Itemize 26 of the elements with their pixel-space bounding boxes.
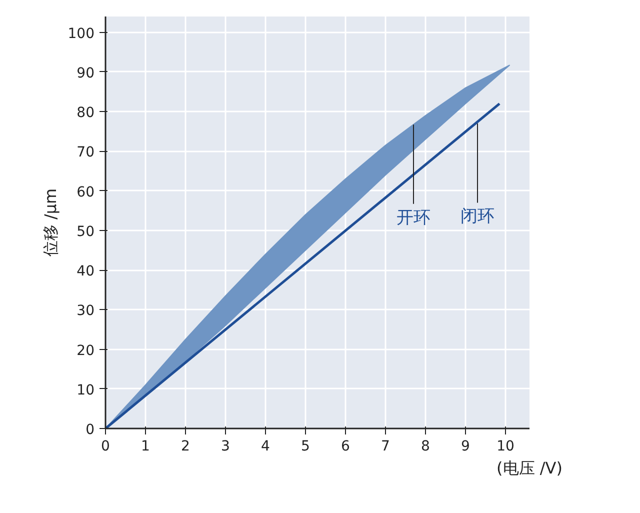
y-tick-label: 30: [76, 303, 95, 320]
x-tick-label: 9: [461, 438, 470, 454]
y-tick-label: 20: [76, 342, 95, 359]
y-tick-label: 0: [86, 422, 95, 438]
y-tick-label: 40: [76, 264, 95, 280]
y-tick-label: 90: [76, 65, 95, 82]
x-tick-label: 0: [101, 438, 110, 454]
y-tick-label: 60: [76, 184, 95, 200]
annotation: 闭环: [460, 206, 494, 227]
x-tick-label: 5: [301, 438, 310, 454]
x-tick-label: 8: [421, 438, 430, 454]
y-tick-label: 10: [76, 382, 95, 398]
y-tick-label: 80: [76, 105, 95, 122]
x-tick-label: 6: [341, 438, 350, 454]
y-tick-label: 50: [76, 224, 95, 240]
x-tick-label: 1: [141, 438, 150, 454]
y-tick-label: 100: [68, 26, 95, 42]
y-axis-title: 位移 /μm: [40, 188, 60, 257]
y-tick-label: 70: [76, 144, 95, 161]
annotation: 开环: [396, 208, 430, 228]
x-axis-title: (电压 /V): [496, 458, 562, 478]
x-tick-label: 3: [221, 438, 230, 454]
x-tick-label: 10: [496, 438, 514, 454]
x-tick-label: 7: [381, 438, 390, 454]
x-tick-label: 2: [181, 438, 190, 454]
x-tick-label: 4: [261, 438, 270, 454]
